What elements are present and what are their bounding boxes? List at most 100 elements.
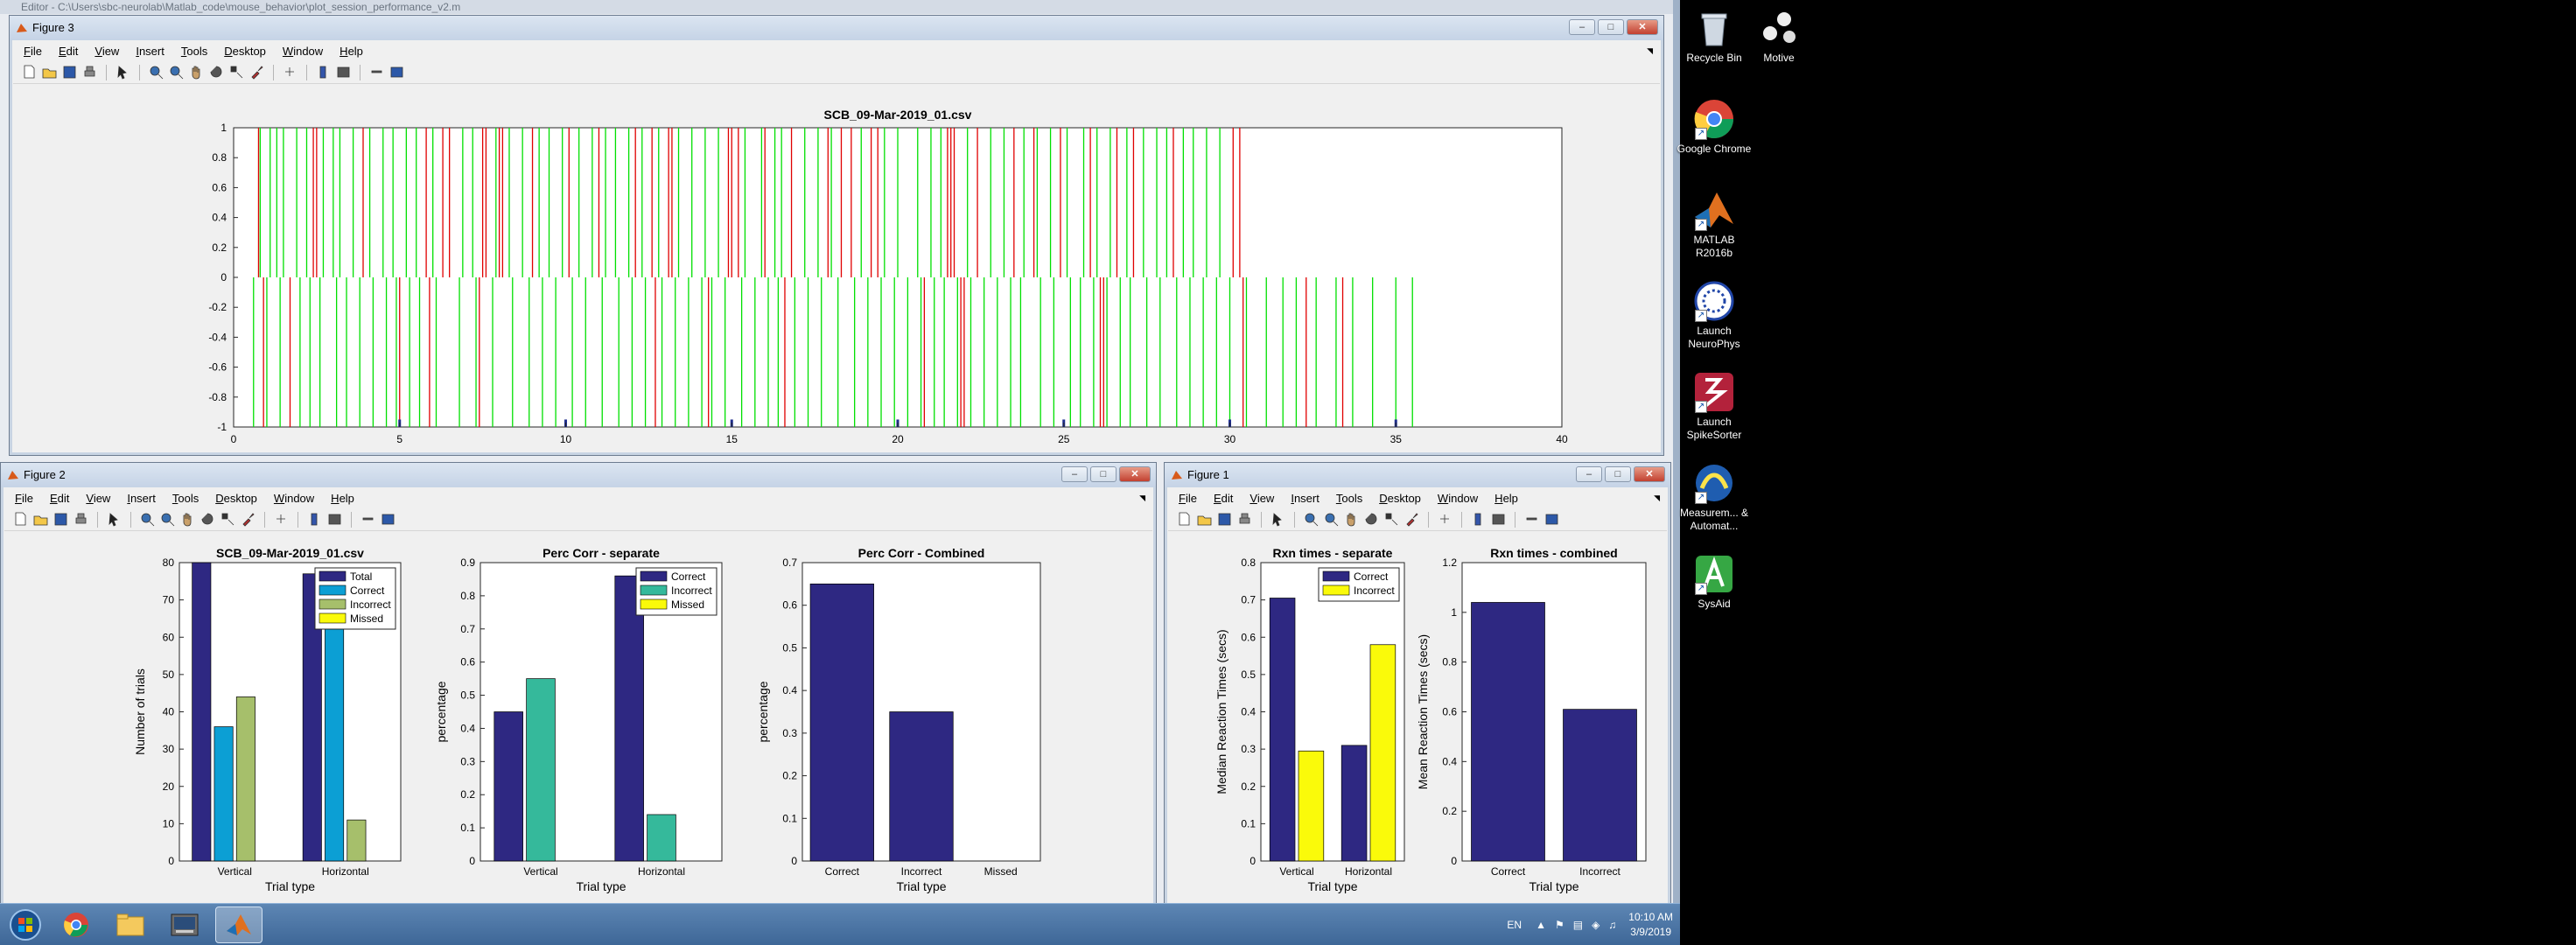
network-icon[interactable]: ▤ bbox=[1572, 919, 1584, 931]
hide-tools-icon[interactable] bbox=[1524, 512, 1539, 527]
flag-icon[interactable]: ⚑ bbox=[1554, 919, 1564, 931]
bar[interactable] bbox=[1471, 602, 1545, 862]
desktop-icon-neurophys[interactable]: ↗ Launch NeuroPhys bbox=[1675, 280, 1754, 351]
rotate-3d-icon[interactable] bbox=[200, 512, 215, 527]
save-icon[interactable] bbox=[1217, 512, 1232, 527]
menubar-dock-arrow-icon[interactable]: ◥ bbox=[1654, 493, 1660, 502]
menu-edit[interactable]: Edit bbox=[49, 491, 70, 505]
colorbar-icon[interactable] bbox=[1471, 512, 1486, 527]
clock[interactable]: 10:10 AM 3/9/2019 bbox=[1628, 910, 1673, 940]
menubar-dock-arrow-icon[interactable]: ◥ bbox=[1647, 46, 1653, 55]
menu-insert[interactable]: Insert bbox=[1291, 491, 1320, 505]
menu-insert[interactable]: Insert bbox=[136, 44, 164, 58]
dock-icon[interactable] bbox=[1544, 512, 1559, 527]
menu-edit[interactable]: Edit bbox=[58, 44, 79, 58]
brush-icon[interactable] bbox=[1404, 512, 1419, 527]
minimize-button[interactable]: – bbox=[1576, 466, 1602, 482]
open-file-icon[interactable] bbox=[42, 65, 57, 80]
zoom-in-icon[interactable] bbox=[149, 65, 164, 80]
figure-2-plots[interactable]: SCB_09-Mar-2019_01.csv Vertical Horizontal… bbox=[4, 533, 1152, 902]
zoom-in-icon[interactable] bbox=[140, 512, 155, 527]
bar[interactable] bbox=[614, 575, 644, 862]
bar[interactable] bbox=[809, 584, 874, 862]
figure-2-window[interactable]: Figure 2 – □ ✕ File Edit View Insert Tools Desk… bbox=[0, 462, 1157, 906]
open-file-icon[interactable] bbox=[33, 512, 48, 527]
close-button[interactable]: ✕ bbox=[1627, 19, 1658, 35]
volume-icon[interactable]: ♫ bbox=[1608, 919, 1617, 931]
menu-file[interactable]: File bbox=[15, 491, 33, 505]
legend-icon[interactable] bbox=[1491, 512, 1506, 527]
print-icon[interactable] bbox=[74, 512, 88, 527]
menu-tools[interactable]: Tools bbox=[172, 491, 200, 505]
menu-view[interactable]: View bbox=[86, 491, 111, 505]
zoom-out-icon[interactable] bbox=[169, 65, 184, 80]
dock-icon[interactable] bbox=[381, 512, 396, 527]
zoom-out-icon[interactable] bbox=[160, 512, 175, 527]
bar[interactable] bbox=[1298, 750, 1325, 862]
menu-view[interactable]: View bbox=[1250, 491, 1275, 505]
taskbar-media-app[interactable] bbox=[161, 906, 208, 943]
bar[interactable] bbox=[192, 562, 212, 862]
figure-1-titlebar[interactable]: Figure 1 – □ ✕ bbox=[1165, 463, 1670, 487]
legend-icon[interactable] bbox=[336, 65, 351, 80]
editor-window-title[interactable]: Editor - C:\Users\sbc-neurolab\Matlab_co… bbox=[0, 0, 1673, 14]
hide-tools-icon[interactable] bbox=[360, 512, 375, 527]
minimize-button[interactable]: – bbox=[1061, 466, 1088, 482]
figure-2-titlebar[interactable]: Figure 2 – □ ✕ bbox=[1, 463, 1156, 487]
data-cursor-icon[interactable] bbox=[229, 65, 244, 80]
bar[interactable] bbox=[1269, 598, 1296, 862]
figure-1-plots[interactable]: Rxn times - separate Vertical Horizontal 0 0… bbox=[1168, 533, 1667, 902]
bar[interactable] bbox=[1563, 709, 1637, 862]
menu-view[interactable]: View bbox=[94, 44, 120, 58]
menu-desktop[interactable]: Desktop bbox=[224, 44, 266, 58]
bar[interactable] bbox=[235, 696, 256, 862]
pan-icon[interactable] bbox=[1344, 512, 1359, 527]
bar[interactable] bbox=[346, 819, 367, 862]
figure-3-window[interactable]: Figure 3 – □ ✕ File Edit View Insert Tools Desk… bbox=[9, 15, 1664, 456]
zoom-out-icon[interactable] bbox=[1324, 512, 1339, 527]
edit-plot-icon[interactable] bbox=[1270, 512, 1285, 527]
dock-icon[interactable] bbox=[389, 65, 404, 80]
pan-icon[interactable] bbox=[189, 65, 204, 80]
bar[interactable] bbox=[494, 711, 523, 862]
data-cursor-icon[interactable] bbox=[220, 512, 235, 527]
brush-icon[interactable] bbox=[241, 512, 256, 527]
start-button[interactable] bbox=[4, 906, 47, 943]
edit-plot-icon[interactable] bbox=[107, 512, 122, 527]
show-hidden-icons-icon[interactable]: ▲ bbox=[1536, 919, 1546, 931]
menu-tools[interactable]: Tools bbox=[180, 44, 208, 58]
menu-window[interactable]: Window bbox=[1437, 491, 1479, 505]
link-plot-icon[interactable] bbox=[283, 65, 298, 80]
figure-1-window[interactable]: Figure 1 – □ ✕ File Edit View Insert Tools Desk… bbox=[1164, 462, 1671, 906]
sync-icon[interactable]: ◈ bbox=[1592, 919, 1600, 931]
close-button[interactable]: ✕ bbox=[1634, 466, 1665, 482]
link-plot-icon[interactable] bbox=[1438, 512, 1452, 527]
bar[interactable] bbox=[1340, 745, 1368, 862]
print-icon[interactable] bbox=[82, 65, 97, 80]
bar[interactable] bbox=[325, 614, 345, 862]
desktop-icon-sysaid[interactable]: ↗ SysAid bbox=[1675, 553, 1754, 611]
maximize-button[interactable]: □ bbox=[1090, 466, 1116, 482]
menu-window[interactable]: Window bbox=[282, 44, 324, 58]
minimize-button[interactable]: – bbox=[1569, 19, 1595, 35]
menu-help[interactable]: Help bbox=[331, 491, 354, 505]
bar[interactable] bbox=[647, 814, 676, 862]
print-icon[interactable] bbox=[1237, 512, 1252, 527]
menu-help[interactable]: Help bbox=[340, 44, 363, 58]
pan-icon[interactable] bbox=[180, 512, 195, 527]
menu-desktop[interactable]: Desktop bbox=[215, 491, 257, 505]
save-icon[interactable] bbox=[62, 65, 77, 80]
taskbar-chrome[interactable] bbox=[52, 906, 100, 943]
desktop-icon-recycle-bin[interactable]: Recycle Bin bbox=[1675, 7, 1754, 65]
open-file-icon[interactable] bbox=[1197, 512, 1212, 527]
maximize-button[interactable]: □ bbox=[1598, 19, 1624, 35]
brush-icon[interactable] bbox=[249, 65, 264, 80]
taskbar-file-explorer[interactable] bbox=[107, 906, 154, 943]
new-figure-icon[interactable] bbox=[22, 65, 37, 80]
desktop-icon-spikesorter[interactable]: ↗ Launch SpikeSorter bbox=[1675, 371, 1754, 442]
new-figure-icon[interactable] bbox=[1177, 512, 1192, 527]
menu-file[interactable]: File bbox=[24, 44, 42, 58]
menu-desktop[interactable]: Desktop bbox=[1379, 491, 1421, 505]
rotate-3d-icon[interactable] bbox=[1364, 512, 1379, 527]
menu-tools[interactable]: Tools bbox=[1335, 491, 1363, 505]
